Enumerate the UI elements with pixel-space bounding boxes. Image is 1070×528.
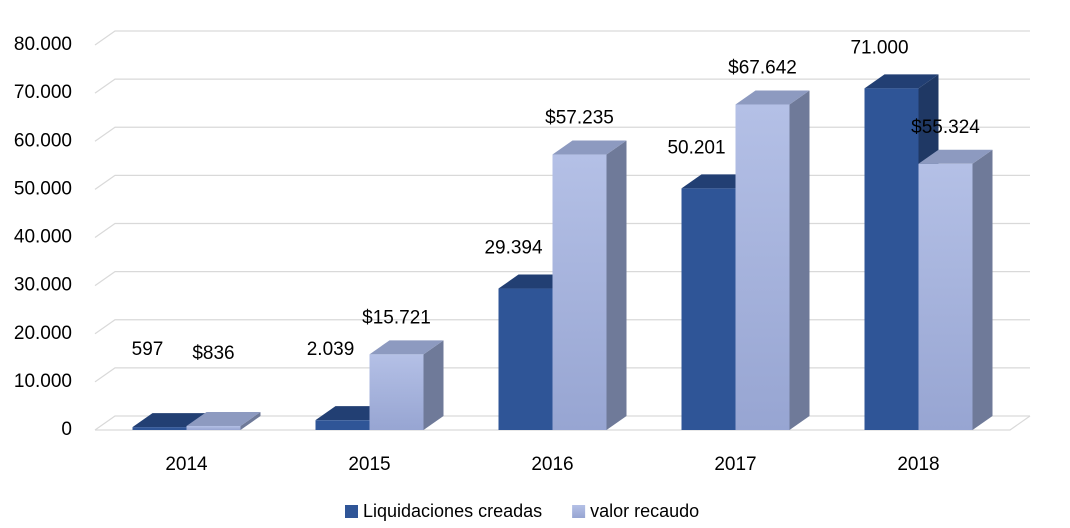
bar-side [606, 140, 627, 430]
x-tick-label: 2018 [897, 454, 939, 475]
y-tick-label: 10.000 [14, 371, 72, 392]
value-label: $15.721 [362, 307, 431, 328]
x-tick-label: 2014 [165, 454, 208, 475]
bar-top [735, 90, 810, 105]
value-label: 29.394 [484, 238, 543, 259]
bar [735, 104, 790, 431]
bar-side [789, 90, 810, 431]
bar [369, 354, 424, 430]
grid-line [94, 78, 1030, 94]
bar-side [240, 411, 261, 430]
bar-top [918, 149, 993, 164]
value-label: 50.201 [667, 137, 725, 158]
value-label: $55.324 [911, 117, 980, 138]
y-tick-label: 50.000 [14, 178, 72, 199]
x-tick-label: 2017 [714, 454, 756, 475]
bar-side [972, 149, 993, 431]
bar [186, 425, 241, 430]
bar [864, 88, 919, 430]
value-label: $836 [192, 343, 234, 364]
x-tick-label: 2015 [348, 454, 390, 475]
y-tick-label: 80.000 [14, 34, 72, 55]
y-tick-label: 60.000 [14, 130, 72, 151]
bar-top [369, 340, 444, 355]
legend-swatch [345, 505, 358, 518]
legend-swatch [572, 505, 586, 518]
y-tick-label: 20.000 [14, 323, 72, 344]
bar [918, 163, 973, 431]
value-label: 597 [132, 339, 164, 360]
bar-top [186, 411, 261, 426]
legend-label: valor recaudo [590, 501, 699, 521]
grid-line [94, 30, 1030, 46]
y-tick-label: 30.000 [14, 275, 72, 296]
value-label: $57.235 [545, 108, 614, 129]
bar [681, 188, 736, 430]
value-label: 2.039 [307, 339, 355, 360]
y-tick-label: 40.000 [14, 227, 72, 248]
bar [132, 427, 187, 430]
bar [552, 154, 607, 430]
grid-line [94, 126, 1030, 142]
y-tick-label: 70.000 [14, 82, 72, 103]
legend-label: Liquidaciones creadas [363, 501, 542, 521]
bar-side [423, 340, 444, 430]
y-tick-label: 0 [61, 419, 72, 440]
bar-top [864, 74, 939, 89]
value-label: 71.000 [850, 37, 908, 58]
x-tick-label: 2016 [531, 454, 573, 475]
value-label: $67.642 [728, 57, 797, 78]
bar-top [552, 140, 627, 155]
bar [315, 420, 370, 430]
bar [498, 288, 553, 430]
bar-top [132, 413, 207, 428]
